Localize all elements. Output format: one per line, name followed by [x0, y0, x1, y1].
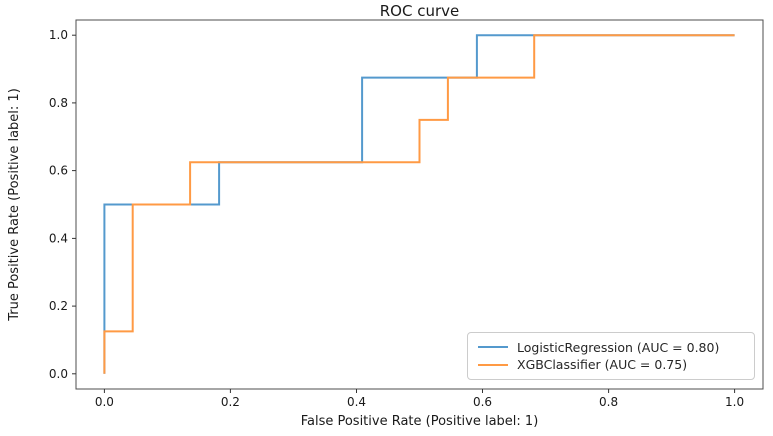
x-tick-label: 0.8: [599, 395, 618, 409]
legend-label: XGBClassifier (AUC = 0.75): [517, 357, 688, 373]
roc-curve-xgbclassifier: [103, 34, 735, 374]
y-tick-label: 0.4: [49, 231, 68, 245]
x-tick-label: 0.0: [95, 395, 114, 409]
x-tick-label: 0.6: [473, 395, 492, 409]
legend: LogisticRegression (AUC = 0.80) XGBClass…: [467, 332, 755, 380]
x-tick-label: 1.0: [725, 395, 744, 409]
roc-curve-logisticregression: [103, 34, 735, 374]
y-tick-label: 0.0: [49, 367, 68, 381]
y-tick-label: 0.2: [49, 299, 68, 313]
legend-entry-xgbclassifier: XGBClassifier (AUC = 0.75): [478, 357, 744, 372]
y-axis-label-container: True Positive Rate (Positive label: 1): [0, 20, 28, 389]
y-tick-label: 1.0: [49, 28, 68, 42]
x-tick-label: 0.2: [221, 395, 240, 409]
axes-spines: [75, 19, 764, 390]
y-tick-label: 0.8: [49, 96, 68, 110]
legend-label: LogisticRegression (AUC = 0.80): [517, 339, 720, 355]
legend-line-swatch-blue: [478, 345, 508, 349]
x-tick-label: 0.4: [347, 395, 366, 409]
x-axis-label: False Positive Rate (Positive label: 1): [300, 414, 539, 429]
y-axis-label: True Positive Rate (Positive label: 1): [6, 88, 22, 321]
chart-title: ROC curve: [379, 2, 460, 20]
y-tick-label: 0.6: [49, 164, 68, 178]
legend-line-swatch-orange: [478, 363, 508, 367]
legend-entry-logisticregression: LogisticRegression (AUC = 0.80): [478, 340, 744, 355]
